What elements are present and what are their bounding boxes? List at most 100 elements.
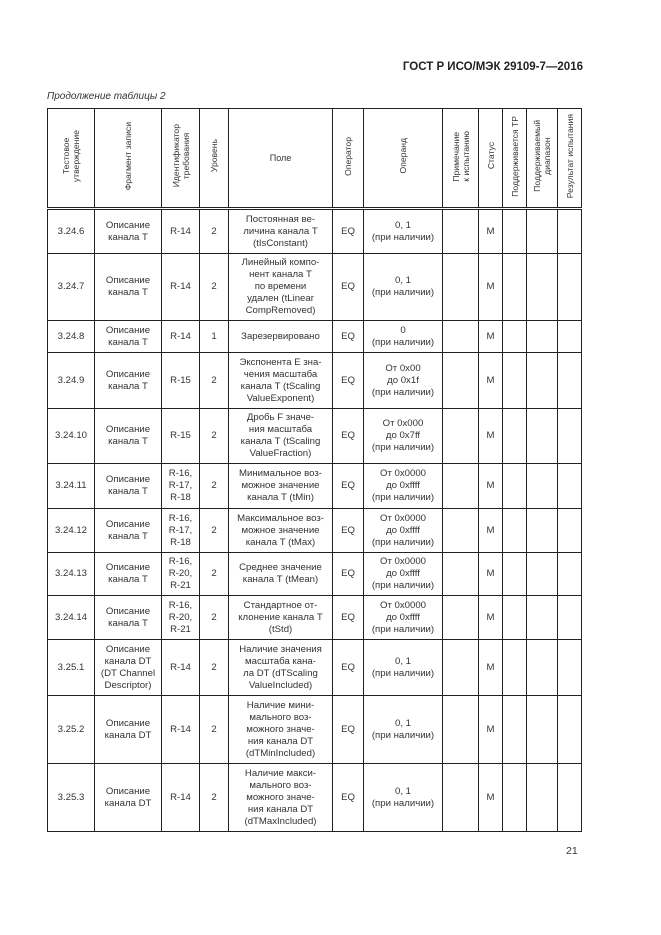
table-row: 3.25.3 Описание канала DT R-14 2 Наличие мак… [47, 763, 582, 832]
column-header-label: Статус [485, 142, 496, 170]
cell-tp-supported [502, 352, 527, 409]
table-header-row: Тестовое утверждение Фрагмент записи Идент… [47, 108, 582, 210]
table-row: 3.24.13 Описание канала T R-16, R-20, R-21… [47, 552, 582, 596]
cell-field: Стандартное от- клонение канала T (tStd) [228, 595, 333, 640]
table-row: 3.24.7 Описание канала T R-14 2 Линейный ком… [47, 253, 582, 321]
cell-test-statement: 3.24.13 [47, 552, 95, 596]
cell-test-statement: 3.24.14 [47, 595, 95, 640]
cell-level: 2 [199, 763, 229, 832]
cell-test-note [442, 552, 479, 596]
column-header-record-fragment: Фрагмент записи [94, 108, 162, 210]
cell-operator: EQ [332, 253, 364, 321]
cell-supported-range [526, 253, 558, 321]
cell-operator: EQ [332, 763, 364, 832]
cell-requirement-id: R-14 [161, 695, 200, 764]
table-caption: Продолжение таблицы 2 [47, 91, 166, 102]
cell-operator: EQ [332, 552, 364, 596]
cell-test-result [557, 253, 582, 321]
cell-test-note [442, 508, 479, 553]
cell-record-fragment: Описание канала T [94, 208, 162, 254]
cell-level: 2 [199, 695, 229, 764]
cell-status: M [478, 253, 503, 321]
cell-status: M [478, 352, 503, 409]
cell-test-note [442, 352, 479, 409]
cell-test-result [557, 463, 582, 509]
cell-test-statement: 3.25.2 [47, 695, 95, 764]
cell-level: 2 [199, 352, 229, 409]
cell-field: Постоянная ве- личина канала T (tIsConst… [228, 208, 333, 254]
cell-tp-supported [502, 639, 527, 696]
cell-test-statement: 3.24.10 [47, 408, 95, 464]
column-header-requirement-id: Идентификатор требования [161, 108, 200, 210]
column-header-field: Поле [228, 108, 333, 210]
cell-operand: 0, 1 (при наличии) [363, 253, 443, 321]
cell-record-fragment: Описание канала T [94, 352, 162, 409]
table-row: 3.24.11 Описание канала T R-16, R-17, R-18… [47, 463, 582, 509]
cell-operator: EQ [332, 208, 364, 254]
cell-test-result [557, 508, 582, 553]
cell-tp-supported [502, 595, 527, 640]
cell-supported-range [526, 639, 558, 696]
cell-requirement-id: R-16, R-17, R-18 [161, 463, 200, 509]
cell-tp-supported [502, 253, 527, 321]
cell-operator: EQ [332, 320, 364, 353]
cell-test-note [442, 253, 479, 321]
cell-status: M [478, 408, 503, 464]
column-header-tp-supported: Поддерживается ТР [502, 108, 527, 210]
cell-test-note [442, 463, 479, 509]
column-header-label: Фрагмент записи [123, 121, 133, 191]
cell-operand: От 0x0000 до 0xffff (при наличии) [363, 508, 443, 553]
cell-requirement-id: R-15 [161, 352, 200, 409]
cell-status: M [478, 639, 503, 696]
cell-operand: 0, 1 (при наличии) [363, 208, 443, 254]
cell-test-statement: 3.24.12 [47, 508, 95, 553]
cell-level: 2 [199, 508, 229, 553]
cell-field: Наличие мини- мального воз- можного знач… [228, 695, 333, 764]
table-row: 3.25.2 Описание канала DT R-14 2 Наличие мин… [47, 695, 582, 764]
column-header-test-result: Результат испытания [557, 108, 582, 210]
cell-field: Наличие значения масштаба кана- ла DT (d… [228, 639, 333, 696]
table-row: 3.24.6 Описание канала T R-14 2 Постоянная в… [47, 208, 582, 254]
cell-test-note [442, 595, 479, 640]
column-header-status: Статус [478, 108, 503, 210]
cell-status: M [478, 208, 503, 254]
cell-requirement-id: R-16, R-17, R-18 [161, 508, 200, 553]
column-header-test-note: Примечание к испытанию [442, 108, 479, 210]
column-header-label: Оператор [343, 136, 353, 176]
cell-test-result [557, 595, 582, 640]
cell-field: Экспонента E зна- чения масштаба канала … [228, 352, 333, 409]
cell-test-result [557, 552, 582, 596]
column-header-label: Примечание к испытанию [450, 130, 471, 182]
cell-supported-range [526, 508, 558, 553]
cell-requirement-id: R-15 [161, 408, 200, 464]
cell-level: 2 [199, 463, 229, 509]
cell-record-fragment: Описание канала T [94, 552, 162, 596]
cell-status: M [478, 763, 503, 832]
cell-tp-supported [502, 320, 527, 353]
cell-supported-range [526, 595, 558, 640]
cell-tp-supported [502, 552, 527, 596]
cell-level: 2 [199, 208, 229, 254]
cell-requirement-id: R-16, R-20, R-21 [161, 595, 200, 640]
cell-operand: От 0x0000 до 0xffff (при наличии) [363, 595, 443, 640]
cell-operator: EQ [332, 408, 364, 464]
table-row: 3.24.9 Описание канала T R-15 2 Экспонента E… [47, 352, 582, 409]
cell-requirement-id: R-14 [161, 320, 200, 353]
cell-operand: 0, 1 (при наличии) [363, 695, 443, 764]
cell-operand: От 0x00 до 0x1f (при наличии) [363, 352, 443, 409]
cell-status: M [478, 695, 503, 764]
cell-test-statement: 3.24.7 [47, 253, 95, 321]
cell-field: Минимальное воз- можное значение канала … [228, 463, 333, 509]
column-header-label: Уровень [209, 139, 219, 173]
cell-test-statement: 3.25.1 [47, 639, 95, 696]
cell-test-result [557, 352, 582, 409]
cell-tp-supported [502, 508, 527, 553]
column-header-level: Уровень [199, 108, 229, 210]
cell-tp-supported [502, 463, 527, 509]
cell-supported-range [526, 408, 558, 464]
cell-operator: EQ [332, 639, 364, 696]
table-row: 3.24.12 Описание канала T R-16, R-17, R-18… [47, 508, 582, 553]
cell-requirement-id: R-14 [161, 763, 200, 832]
cell-status: M [478, 463, 503, 509]
cell-requirement-id: R-14 [161, 639, 200, 696]
